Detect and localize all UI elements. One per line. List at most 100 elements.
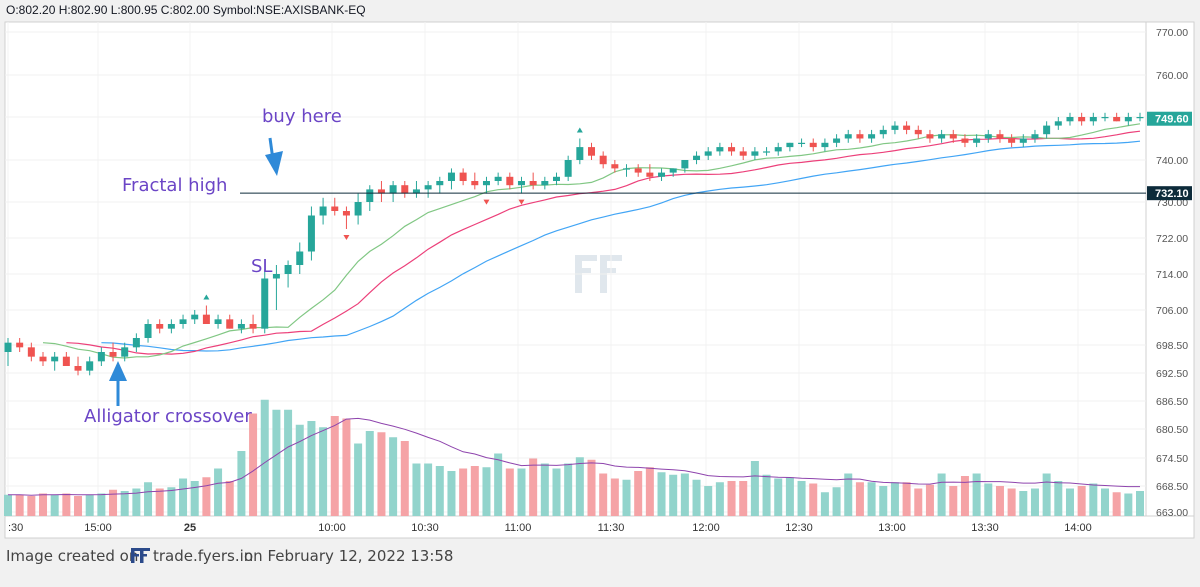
volume-bar (1054, 481, 1063, 516)
y-tick-label: 686.50 (1156, 396, 1188, 408)
candle-body (938, 134, 946, 139)
volume-bar (97, 493, 106, 516)
candle-body (377, 189, 385, 194)
volume-bar (482, 467, 491, 516)
candle-body (751, 151, 759, 156)
volume-bar (354, 443, 363, 516)
candle-body (121, 347, 129, 357)
candle-body (996, 134, 1004, 139)
candle-body (51, 356, 59, 362)
volume-bar (377, 432, 386, 516)
price-axis[interactable] (1145, 21, 1195, 517)
volume-bar (272, 409, 281, 516)
volume-bar (564, 463, 573, 516)
volume-bar (1077, 486, 1086, 516)
annotation-alligator-crossover: Alligator crossover (84, 406, 252, 427)
volume-bar (284, 409, 293, 516)
alligator-teeth-line (66, 130, 1141, 355)
candle-body (214, 319, 222, 324)
x-axis-ticks: :30 15:00 25 10:00 10:30 11:00 11:30 12:00 12:30… (8, 522, 1092, 534)
candle-body (331, 206, 339, 211)
y-tick-label: 674.50 (1156, 453, 1188, 465)
footer-brand-link[interactable]: trade.fyers.in (153, 547, 253, 565)
volume-bar (1136, 491, 1144, 516)
plot-area[interactable] (4, 21, 1147, 517)
volume-bar (389, 437, 398, 516)
candle-body (97, 352, 105, 362)
y-tick-label: 714.00 (1156, 269, 1188, 281)
x-tick-label: 15:00 (84, 522, 112, 534)
fractal-down-marker (483, 199, 490, 205)
candle-body (62, 356, 70, 366)
volume-bar (494, 453, 503, 516)
candle-body (529, 181, 537, 186)
candle-body (704, 151, 712, 156)
annotation-fractal-high: Fractal high (122, 175, 227, 196)
volume-ma-line (8, 417, 1140, 496)
volume-bar (190, 481, 199, 516)
annotation-sl: SL (251, 256, 272, 277)
candle-body (272, 274, 280, 279)
candle-body (984, 134, 992, 139)
volume-bar (319, 427, 328, 516)
volume-bar (155, 488, 164, 516)
candle-body (599, 155, 607, 165)
volume-bar (249, 413, 258, 516)
candle-body (412, 189, 420, 194)
candle-body (588, 147, 596, 156)
volume-bar (879, 486, 888, 516)
volume-bar (144, 482, 153, 516)
volume-bar (657, 472, 666, 516)
candle-body (541, 181, 549, 186)
fractal-up-marker (576, 127, 583, 133)
volume-bar (995, 486, 1004, 516)
y-axis-ticks: 770.00760.00750.00740.00730.00722.00714.… (1156, 27, 1188, 519)
volume-bar (855, 482, 864, 516)
candle-body (401, 185, 409, 194)
volume-bar (925, 484, 934, 516)
volume-bar (634, 471, 643, 516)
candle-body (354, 202, 362, 216)
volume-bar (739, 481, 748, 516)
volume-bar (727, 481, 736, 516)
candle-body (1031, 134, 1039, 139)
x-tick-label: :30 (8, 522, 23, 534)
volume-bar (762, 474, 771, 516)
candle-body (739, 151, 747, 156)
candle-body (786, 142, 794, 148)
candle-body (1113, 117, 1121, 122)
x-tick-label: 12:00 (692, 522, 720, 534)
y-tick-label: 740.00 (1156, 155, 1188, 167)
candle-body (833, 138, 841, 143)
volume-bar (820, 492, 829, 516)
y-tick-label: 680.50 (1156, 424, 1188, 436)
ohlc-legend: O:802.20 H:802.90 L:800.95 C:802.00 Symb… (6, 3, 366, 17)
buy-arrow-icon (265, 137, 283, 176)
volume-bar (1112, 492, 1121, 516)
volume-bar (505, 468, 514, 516)
volume-bar (424, 463, 433, 516)
candle-body (763, 151, 771, 153)
candle-body (144, 324, 152, 338)
candle-body (482, 181, 490, 186)
candle-body (191, 314, 199, 320)
volume-bar (459, 468, 468, 516)
volume-bar (1019, 491, 1028, 516)
volume-bar (715, 482, 724, 516)
candle-body (249, 324, 257, 329)
candle-body (1054, 121, 1062, 126)
candle-body (844, 134, 852, 139)
candle-body (284, 265, 292, 274)
volume-bar (342, 418, 351, 516)
candle-body (517, 181, 525, 186)
alligator-lines (42, 123, 1141, 359)
candle-body (774, 147, 782, 152)
volume-bar (552, 468, 561, 516)
fractal-markers (203, 127, 583, 300)
candle-body (1136, 117, 1144, 119)
volume-bar (785, 477, 794, 516)
volume-bar (214, 468, 223, 516)
candle-body (961, 138, 969, 143)
volume-bar (1007, 488, 1016, 516)
